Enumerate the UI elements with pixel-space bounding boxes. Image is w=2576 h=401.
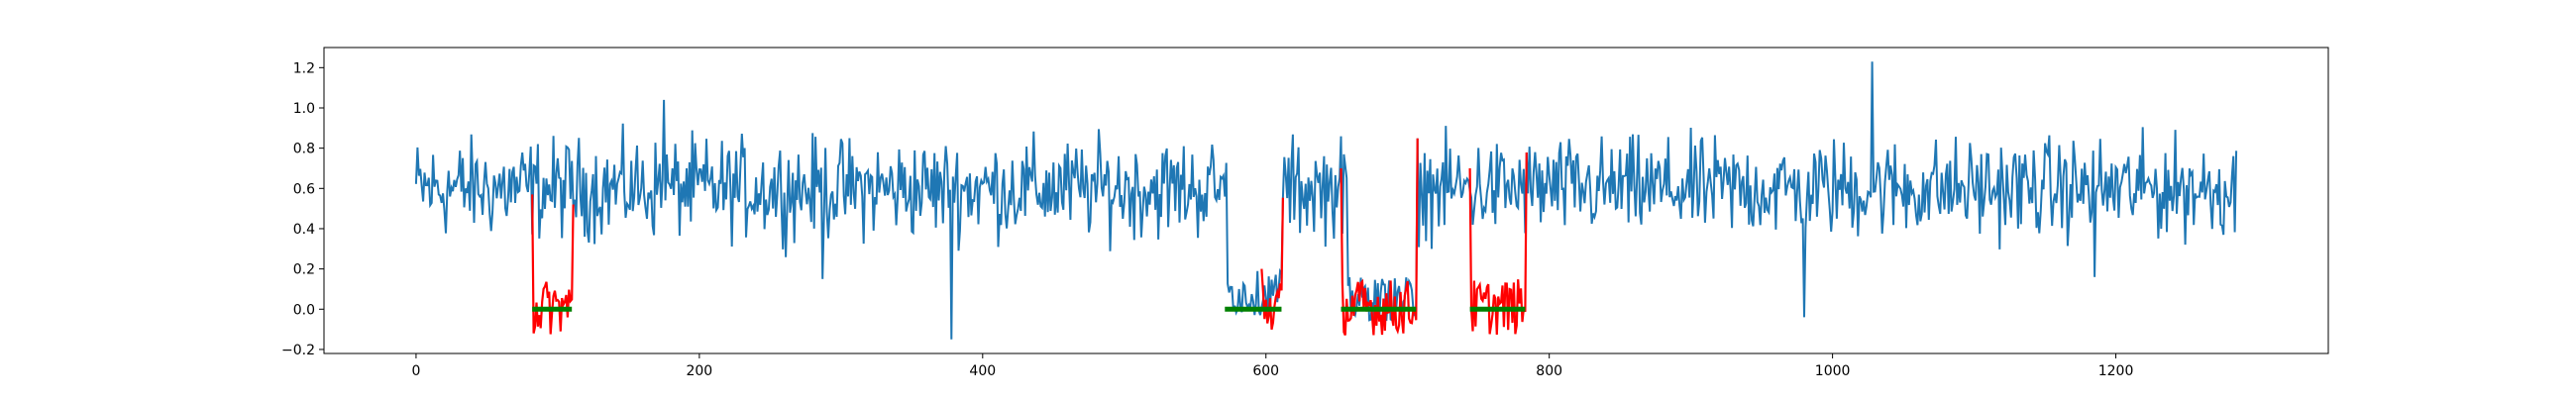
y-tick-label-0: −0.2 <box>281 343 315 358</box>
x-tick-label-5: 1000 <box>1815 363 1851 379</box>
y-tick-label-1: 0.0 <box>293 302 315 318</box>
x-tick-label-2: 400 <box>969 363 996 379</box>
x-tick-label-0: 0 <box>411 363 420 379</box>
y-tick-label-6: 1.0 <box>293 101 315 117</box>
x-tick-label-4: 800 <box>1536 363 1562 379</box>
anomaly-segment-2 <box>1340 138 1419 336</box>
signal-line <box>414 61 2238 340</box>
axis-layer: 0 200 400 600 800 1000 1200 −0.2 0.0 0.2 0.4 0.6 0.8… <box>281 60 2133 379</box>
anomaly-segment-0 <box>531 194 575 335</box>
y-tick-label-7: 1.2 <box>293 60 315 76</box>
series-layer <box>414 61 2238 340</box>
x-tick-label-1: 200 <box>686 363 712 379</box>
y-tick-label-2: 0.2 <box>293 262 315 278</box>
y-tick-label-3: 0.4 <box>293 222 315 238</box>
y-tick-label-4: 0.6 <box>293 181 315 197</box>
plot-frame <box>323 47 2329 354</box>
x-tick-label-6: 1200 <box>2098 363 2134 379</box>
y-tick-label-5: 0.8 <box>293 142 315 157</box>
x-tick-label-3: 600 <box>1252 363 1279 379</box>
